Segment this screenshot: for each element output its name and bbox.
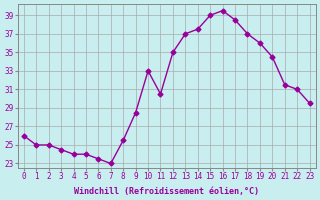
X-axis label: Windchill (Refroidissement éolien,°C): Windchill (Refroidissement éolien,°C)	[74, 187, 259, 196]
